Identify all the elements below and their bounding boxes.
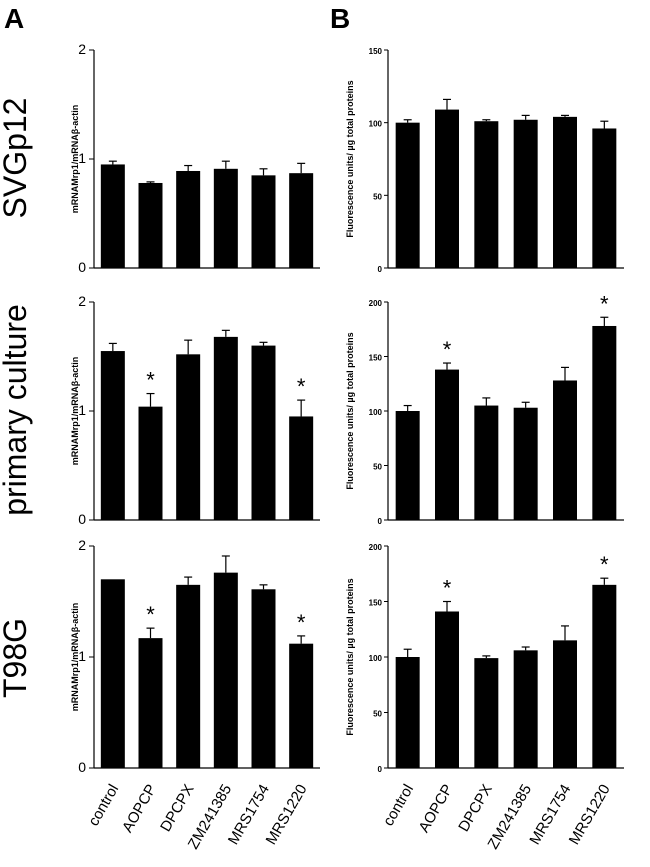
chart-b-1: 0 50 100 150 Fluorescence units/ µg total pr… <box>345 47 624 274</box>
y-tick-label: 200 <box>369 543 383 552</box>
significance-star: * <box>297 610 306 635</box>
y-axis-label: mRNAMrp1/mRNAβ-actin <box>70 105 80 214</box>
y-tick-label: 1 <box>78 150 86 166</box>
row-label-primary-culture: primary culture <box>0 304 33 516</box>
y-tick-label: 200 <box>369 299 383 308</box>
bar-AOPCP <box>138 182 163 268</box>
x-category-label: DPCPX <box>157 782 198 835</box>
significance-star: * <box>443 337 452 362</box>
y-axis-label: mRNAMrp1/mRNAβ-actin <box>70 357 80 466</box>
bar-control <box>100 579 125 768</box>
panel-letter-a: A <box>4 3 24 34</box>
bar-ZM241385 <box>213 336 238 520</box>
y-tick-label: 100 <box>369 408 383 417</box>
y-tick-label: 50 <box>373 463 382 472</box>
y-tick-label: 0 <box>378 517 383 526</box>
bar-MRS1220 <box>592 325 617 520</box>
y-tick-label: 0 <box>78 511 86 527</box>
y-tick-label: 150 <box>369 47 383 56</box>
y-tick-label: 0 <box>378 765 383 774</box>
y-tick-label: 150 <box>369 599 383 608</box>
chart-grid: 012mRNAMrp1/mRNAβ-actin050100150Fluoresc… <box>70 41 624 775</box>
bar-AOPCP <box>435 109 459 268</box>
panel-letter-b: B <box>330 3 350 34</box>
bar-MRS1220 <box>289 173 314 268</box>
y-tick-label: 0 <box>78 259 86 275</box>
bar-MRS1754 <box>553 640 577 768</box>
x-category-label: control <box>85 782 122 829</box>
bar-control <box>395 122 420 269</box>
bar-DPCPX <box>474 121 499 268</box>
chart-b-3: 0 50 100 150 200 Fluorescence units/ µg total… <box>345 291 624 526</box>
significance-star: * <box>600 552 609 577</box>
x-category-label: AOPCP <box>415 782 456 836</box>
y-axis-label: Fluorescence units/ µg total proteins <box>345 578 355 735</box>
significance-star: * <box>146 368 155 393</box>
bar-AOPCP <box>138 638 163 768</box>
bar-ZM241385 <box>513 119 538 268</box>
significance-star: * <box>600 291 609 316</box>
y-tick-label: 100 <box>369 654 383 663</box>
y-axis-label: Fluorescence units/ µg total proteins <box>345 80 355 237</box>
bar-control <box>100 351 125 520</box>
y-tick-label: 150 <box>369 354 383 363</box>
significance-star: * <box>297 374 306 399</box>
x-category-label: DPCPX <box>455 782 496 835</box>
bar-AOPCP <box>138 406 163 520</box>
bar-MRS1754 <box>251 589 276 768</box>
bar-control <box>395 657 420 768</box>
bar-MRS1754 <box>553 116 577 268</box>
y-tick-label: 0 <box>378 265 383 274</box>
y-tick-label: 50 <box>373 710 382 719</box>
x-category-label: control <box>380 782 417 829</box>
bar-MRS1754 <box>251 175 276 268</box>
y-tick-label: 1 <box>78 402 86 418</box>
bar-DPCPX <box>474 658 499 768</box>
bar-AOPCP <box>435 611 459 768</box>
y-tick-label: 0 <box>78 759 86 775</box>
bar-MRS1754 <box>251 345 276 520</box>
bar-ZM241385 <box>513 650 538 768</box>
bar-DPCPX <box>176 354 201 520</box>
bar-MRS1220 <box>289 643 314 768</box>
bar-ZM241385 <box>513 407 538 520</box>
chart-b-5: 0 50 100 150 200 Fluorescence units/ µg total… <box>345 543 624 774</box>
bar-control <box>100 164 125 268</box>
bar-ZM241385 <box>213 168 238 268</box>
chart-a-2: 0 1 2 mRNAMrp1/mRNAβ-actin * * <box>70 293 320 527</box>
bar-DPCPX <box>176 584 201 768</box>
chart-a-4: 0 1 2 mRNAMrp1/mRNAβ-actin * * <box>70 537 320 775</box>
bar-DPCPX <box>474 405 499 520</box>
bar-MRS1220 <box>289 416 314 520</box>
row-label-t98g: T98G <box>0 618 33 698</box>
y-axis-label: Fluorescence units/ µg total proteins <box>345 332 355 489</box>
y-tick-label: 2 <box>78 293 86 309</box>
y-axis-label: mRNAMrp1/mRNAβ-actin <box>70 603 80 712</box>
bar-control <box>395 411 420 520</box>
bar-DPCPX <box>176 170 201 268</box>
bar-MRS1220 <box>592 128 617 268</box>
bar-MRS1754 <box>553 380 577 520</box>
x-category-label: AOPCP <box>119 782 160 836</box>
bar-ZM241385 <box>213 572 238 768</box>
y-tick-label: 1 <box>78 648 86 664</box>
row-label-svgp12: SVGp12 <box>0 98 33 219</box>
y-tick-label: 2 <box>78 537 86 553</box>
y-tick-label: 2 <box>78 41 86 57</box>
chart-a-0: 0 1 2 mRNAMrp1/mRNAβ-actin <box>70 41 320 275</box>
y-tick-label: 50 <box>373 192 382 201</box>
y-tick-label: 100 <box>369 120 383 129</box>
bar-MRS1220 <box>592 584 617 768</box>
significance-star: * <box>443 576 452 601</box>
significance-star: * <box>146 602 155 627</box>
bar-AOPCP <box>435 369 459 520</box>
